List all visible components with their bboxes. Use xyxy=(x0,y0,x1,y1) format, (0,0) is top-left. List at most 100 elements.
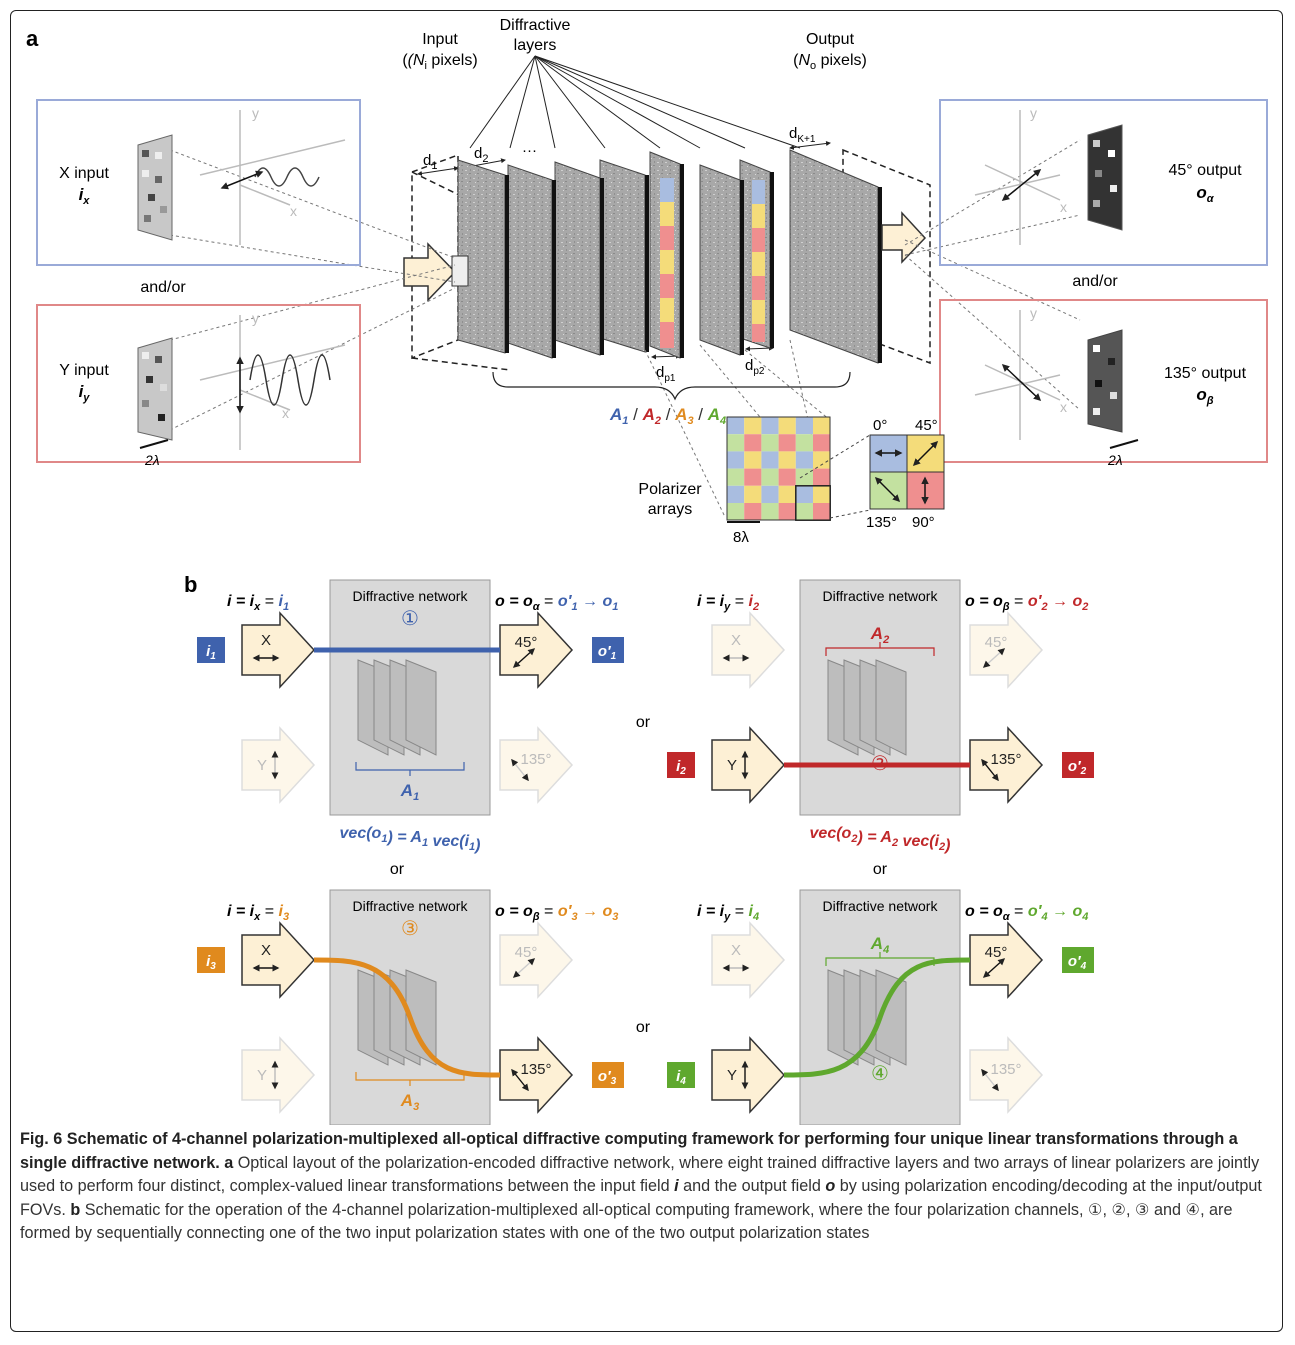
out135-pol-icon xyxy=(981,1068,999,1092)
out45-label: 45° xyxy=(985,944,1008,961)
output-equation: o = oβ = o′2 → o2 xyxy=(965,593,1088,613)
output-135-arrow xyxy=(499,726,574,804)
y-input-axes xyxy=(199,315,346,450)
caption-var-i: i xyxy=(674,1177,679,1195)
dk-label: dK+1 xyxy=(789,125,816,145)
polarizer-cell xyxy=(761,485,779,503)
figure-graphics: a Input ((Ni pixels) Diffractive layers … xyxy=(26,17,1268,1125)
output-45-arrow xyxy=(969,611,1044,689)
layers-header-1: Diffractive xyxy=(500,17,571,34)
y-input-box xyxy=(36,304,361,463)
polarizer-cell xyxy=(727,417,745,435)
o135-axis-x: x xyxy=(1060,399,1067,415)
o45-pol-arrow xyxy=(1001,169,1042,201)
box-title: Diffractive network xyxy=(823,898,939,914)
polarizer-cell xyxy=(761,434,779,452)
angle-90: 90° xyxy=(912,514,935,531)
output-135-arrow xyxy=(969,726,1044,804)
caption-a-label: a xyxy=(224,1153,234,1172)
polarizer-cell xyxy=(761,451,779,469)
polarizer-cell xyxy=(795,434,813,452)
x-pol-arrow xyxy=(220,170,264,190)
output-header-sub: (No pixels) xyxy=(793,52,867,72)
output-badge xyxy=(1062,752,1094,778)
out135-label: 135° xyxy=(990,751,1021,768)
out45-pol-icon xyxy=(512,958,536,978)
polarizer-cell xyxy=(813,503,831,521)
out45-label: 45° output xyxy=(1168,162,1242,179)
polarizer-cell xyxy=(795,503,813,521)
y-scale-label: 2λ xyxy=(144,452,160,468)
transform-bracket xyxy=(825,642,935,656)
channel-path xyxy=(783,957,971,1078)
out45-label: 45° xyxy=(985,634,1008,651)
output-light-arrow xyxy=(881,211,927,264)
panel-a-label: a xyxy=(26,26,39,51)
output-45-pattern xyxy=(1087,124,1123,231)
output-135-axes xyxy=(974,310,1061,440)
output-badge xyxy=(1062,947,1094,973)
output-45-box xyxy=(939,99,1268,266)
d1-label: d1 xyxy=(423,152,437,172)
angle-0: 0° xyxy=(873,417,887,434)
output-equation: o = oα = o′4 → o4 xyxy=(965,903,1088,923)
y-arrow-label: Y xyxy=(727,757,737,774)
x-input-var: ix xyxy=(79,185,91,207)
polarizer-unit-cell xyxy=(869,434,945,510)
polarizer-cell xyxy=(813,434,831,452)
polarizer-array-1 xyxy=(660,178,674,348)
polarizer-cell xyxy=(778,417,796,435)
output-equation: o = oβ = o′3 → o3 xyxy=(495,903,618,923)
transform-bracket xyxy=(825,952,935,966)
x-input-wave xyxy=(254,167,320,187)
inset-scale-label: 8λ xyxy=(733,529,749,546)
polarizer-cell xyxy=(761,503,779,521)
o135-scale-bar xyxy=(1109,439,1139,449)
channel-number: ④ xyxy=(871,1063,889,1085)
or-b-middle-bottom: or xyxy=(636,1019,651,1036)
layer-plate xyxy=(405,659,437,756)
polarizer-array-2 xyxy=(752,180,765,342)
channel-number: ① xyxy=(401,608,419,630)
dp1-label: dp1 xyxy=(656,364,676,384)
polarizer-label-1: Polarizer xyxy=(638,481,702,498)
x-input-pattern xyxy=(137,134,173,241)
x-input-arrow xyxy=(241,611,316,689)
y-input-var: iy xyxy=(79,382,91,404)
y-input-pattern xyxy=(137,337,173,441)
output-badge xyxy=(592,1062,624,1088)
polarizer-cell xyxy=(795,417,813,435)
out45-label: 45° xyxy=(515,944,538,961)
caption-var-o: o xyxy=(825,1177,836,1195)
caption-a-text-3: by using polarization encoding/decoding … xyxy=(20,1177,1262,1219)
layer-plate xyxy=(405,969,437,1066)
x-input-label: X input xyxy=(59,165,109,182)
y-input-arrow xyxy=(241,1036,316,1114)
channel-number: ③ xyxy=(401,918,419,940)
polarizer-cell xyxy=(744,485,762,503)
out135-pol-icon xyxy=(511,1068,529,1092)
y-input-arrow xyxy=(241,726,316,804)
output-badge xyxy=(592,637,624,663)
angle-45: 45° xyxy=(915,417,938,434)
d2-label: d2 xyxy=(474,145,488,165)
polarizer-cell xyxy=(727,503,745,521)
x-arrow-label: X xyxy=(731,942,741,959)
caption-b-text: Schematic for the operation of the 4-cha… xyxy=(20,1200,1233,1243)
input-light-arrow xyxy=(403,242,457,302)
x-input-arrow xyxy=(241,921,316,999)
input-badge xyxy=(667,752,695,778)
out45-pol-icon xyxy=(982,648,1006,668)
polarizer-cell xyxy=(778,468,796,486)
or-b-middle-top: or xyxy=(636,714,651,731)
out135-pol-icon xyxy=(511,758,529,782)
y-arrow-label: Y xyxy=(727,1067,737,1084)
box-title: Diffractive network xyxy=(823,588,939,604)
polarizer-cell xyxy=(727,485,745,503)
polarizer-cell xyxy=(761,468,779,486)
y-input-arrow xyxy=(711,1036,786,1114)
channel-path xyxy=(313,957,501,1078)
